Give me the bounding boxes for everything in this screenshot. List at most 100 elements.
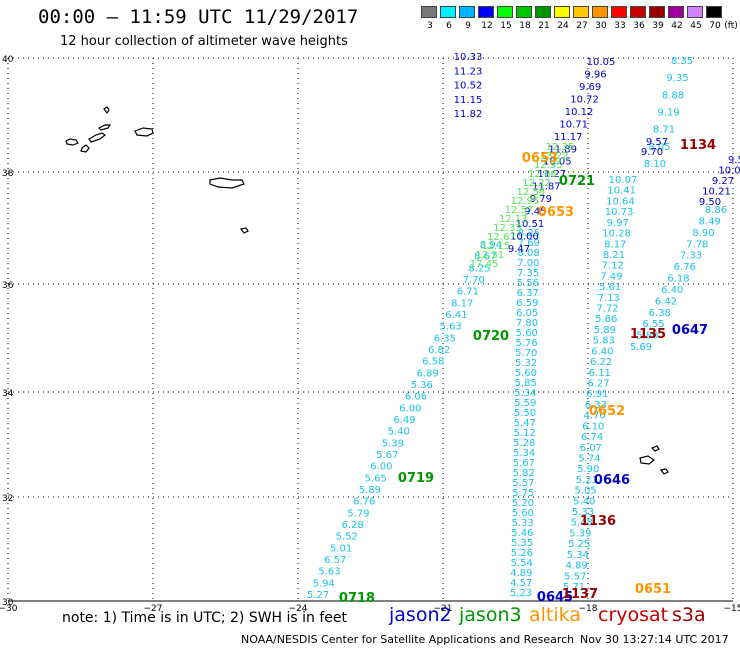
wave-height-value: 6.57 xyxy=(324,555,346,566)
wave-height-value: 10.71 xyxy=(559,119,588,130)
scale-swatch xyxy=(554,6,570,18)
wave-height-value: 5.23 xyxy=(510,588,532,599)
wave-height-value: 12.33 xyxy=(493,223,522,234)
scale-unit-label: (ft) xyxy=(724,21,738,31)
wave-height-value: 9.57 xyxy=(646,137,668,148)
wave-height-value: 8.71 xyxy=(653,125,675,136)
satellite-track: 9.4710.0010.519.459.7911.8711.2710.0511.… xyxy=(508,57,615,255)
satellite-legend-item: cryosat xyxy=(598,604,669,626)
wave-height-value: 7.70 xyxy=(463,275,485,286)
scale-swatch xyxy=(706,6,722,18)
wave-height-value: 9.50 xyxy=(699,197,721,208)
wave-height-value: 11.23 xyxy=(454,66,483,77)
longitude-label: −27 xyxy=(144,604,163,614)
wave-height-value: 5.21 xyxy=(576,475,598,486)
wave-height-value: 8.88 xyxy=(662,90,684,101)
wave-height-value: 10.21 xyxy=(702,187,731,198)
wave-height-value: 5.74 xyxy=(578,454,600,465)
pass-time-label: 0653 xyxy=(538,205,574,220)
pass-time-label: 1136 xyxy=(580,514,616,529)
wave-height-value: 5.40 xyxy=(573,496,595,507)
wave-height-value: 7.13 xyxy=(598,293,620,304)
satellite-track: 5.715.574.895.345.255.395.485.335.405.05… xyxy=(563,175,637,593)
wave-height-value: 6.71 xyxy=(457,287,479,298)
wave-height-value: 5.63 xyxy=(318,567,340,578)
wave-height-value: 8.10 xyxy=(644,159,666,170)
pass-time-label: 1137 xyxy=(562,587,598,602)
satellite-legend-item: jason2 xyxy=(389,604,452,626)
wave-height-value: 7.78 xyxy=(686,239,708,250)
scale-label: 39 xyxy=(652,21,664,31)
wave-height-value: 9.47 xyxy=(508,244,530,255)
wave-height-value: 5.83 xyxy=(593,336,615,347)
wave-height-value: 8.08 xyxy=(517,248,539,259)
wave-height-value: 4.57 xyxy=(510,578,532,589)
wave-height-value: 10.28 xyxy=(602,229,631,240)
wave-height-value: 5.61 xyxy=(599,282,621,293)
wave-height-value: 10.00 xyxy=(510,232,539,243)
pass-time-label: 0652 xyxy=(589,404,625,419)
wave-height-value: 6.00 xyxy=(370,462,392,473)
wave-height-value: 5.46 xyxy=(511,528,533,539)
wave-height-value: 5.34 xyxy=(514,388,536,399)
longitude-label: −30 xyxy=(0,604,18,614)
wave-height-value: 5.33 xyxy=(572,507,594,518)
scale-swatch xyxy=(478,6,494,18)
axis-tick-labels: 40 38 36 34 32 30−30 −27 −24 −21 −18 −15 xyxy=(0,55,740,614)
pass-time-label: 0721 xyxy=(559,174,595,189)
satellite-track: 17.4512.3112.1512.6712.3312.1312.5712.95… xyxy=(470,142,575,270)
wave-height-value: 8.49 xyxy=(699,216,721,227)
satellite-legend-item: s3a xyxy=(672,604,706,626)
wave-height-value: 6.58 xyxy=(422,357,444,368)
wave-height-value: 6.76 xyxy=(674,262,696,273)
pass-time-label: 0719 xyxy=(398,471,434,486)
wave-height-value: 8.05 xyxy=(648,142,670,153)
scale-label: 24 xyxy=(557,21,569,31)
wave-height-value: 13.22 xyxy=(540,151,569,162)
scale-label: 36 xyxy=(633,21,645,31)
satellite-legend-item: jason3 xyxy=(459,604,522,626)
scale-label: 21 xyxy=(538,21,550,31)
wave-height-value: 5.28 xyxy=(513,438,535,449)
wave-height-value: 5.56 xyxy=(517,278,539,289)
wave-height-value: 7.69 xyxy=(518,238,540,249)
wave-height-value: 6.40 xyxy=(661,285,683,296)
wave-height-value: 5.67 xyxy=(376,450,398,461)
wave-height-value: 11.87 xyxy=(532,182,561,193)
wave-height-value: 5.40 xyxy=(388,427,410,438)
longitude-label: −15 xyxy=(724,604,740,614)
wave-height-value: 10.07 xyxy=(609,175,638,186)
wave-height-value: 10.51 xyxy=(516,219,545,230)
scale-label: 6 xyxy=(446,21,452,31)
wave-height-value: 6.07 xyxy=(580,443,602,454)
wave-height-value: 17.45 xyxy=(470,259,499,270)
island-outline xyxy=(88,132,107,143)
wave-height-value: 11.15 xyxy=(454,95,483,106)
wave-height-value: 5.63 xyxy=(439,322,461,333)
wave-height-value: 8.25 xyxy=(518,228,540,239)
island-outline xyxy=(209,177,245,189)
wave-height-value: 5.39 xyxy=(382,438,404,449)
wave-height-value: 10.64 xyxy=(606,196,635,207)
wave-height-value: 9.5 xyxy=(728,155,740,166)
wave-height-value: 6.38 xyxy=(649,308,671,319)
island-outline xyxy=(103,106,110,115)
page-subtitle: 12 hour collection of altimeter wave hei… xyxy=(60,34,348,49)
wave-height-value: 6.74 xyxy=(581,432,603,443)
wave-height-value: 5.85 xyxy=(515,378,537,389)
wave-height-value: 5.57 xyxy=(564,571,586,582)
wave-height-value: 5.33 xyxy=(511,518,533,529)
satellite-track: 8.10 8.05 8.71 9.19 8.88 9.35 8.35 xyxy=(644,56,693,170)
wave-height-value: 9.97 xyxy=(607,218,629,229)
scale-swatch xyxy=(440,6,456,18)
wave-height-value: 5.89 xyxy=(594,325,616,336)
scale-label: 18 xyxy=(519,21,531,31)
wave-height-value: 5.35 xyxy=(511,538,533,549)
wave-height-value: 5.89 xyxy=(359,485,381,496)
wave-height-value: 5.79 xyxy=(347,508,369,519)
scale-swatch xyxy=(649,6,665,18)
scale-label: 12 xyxy=(481,21,493,31)
